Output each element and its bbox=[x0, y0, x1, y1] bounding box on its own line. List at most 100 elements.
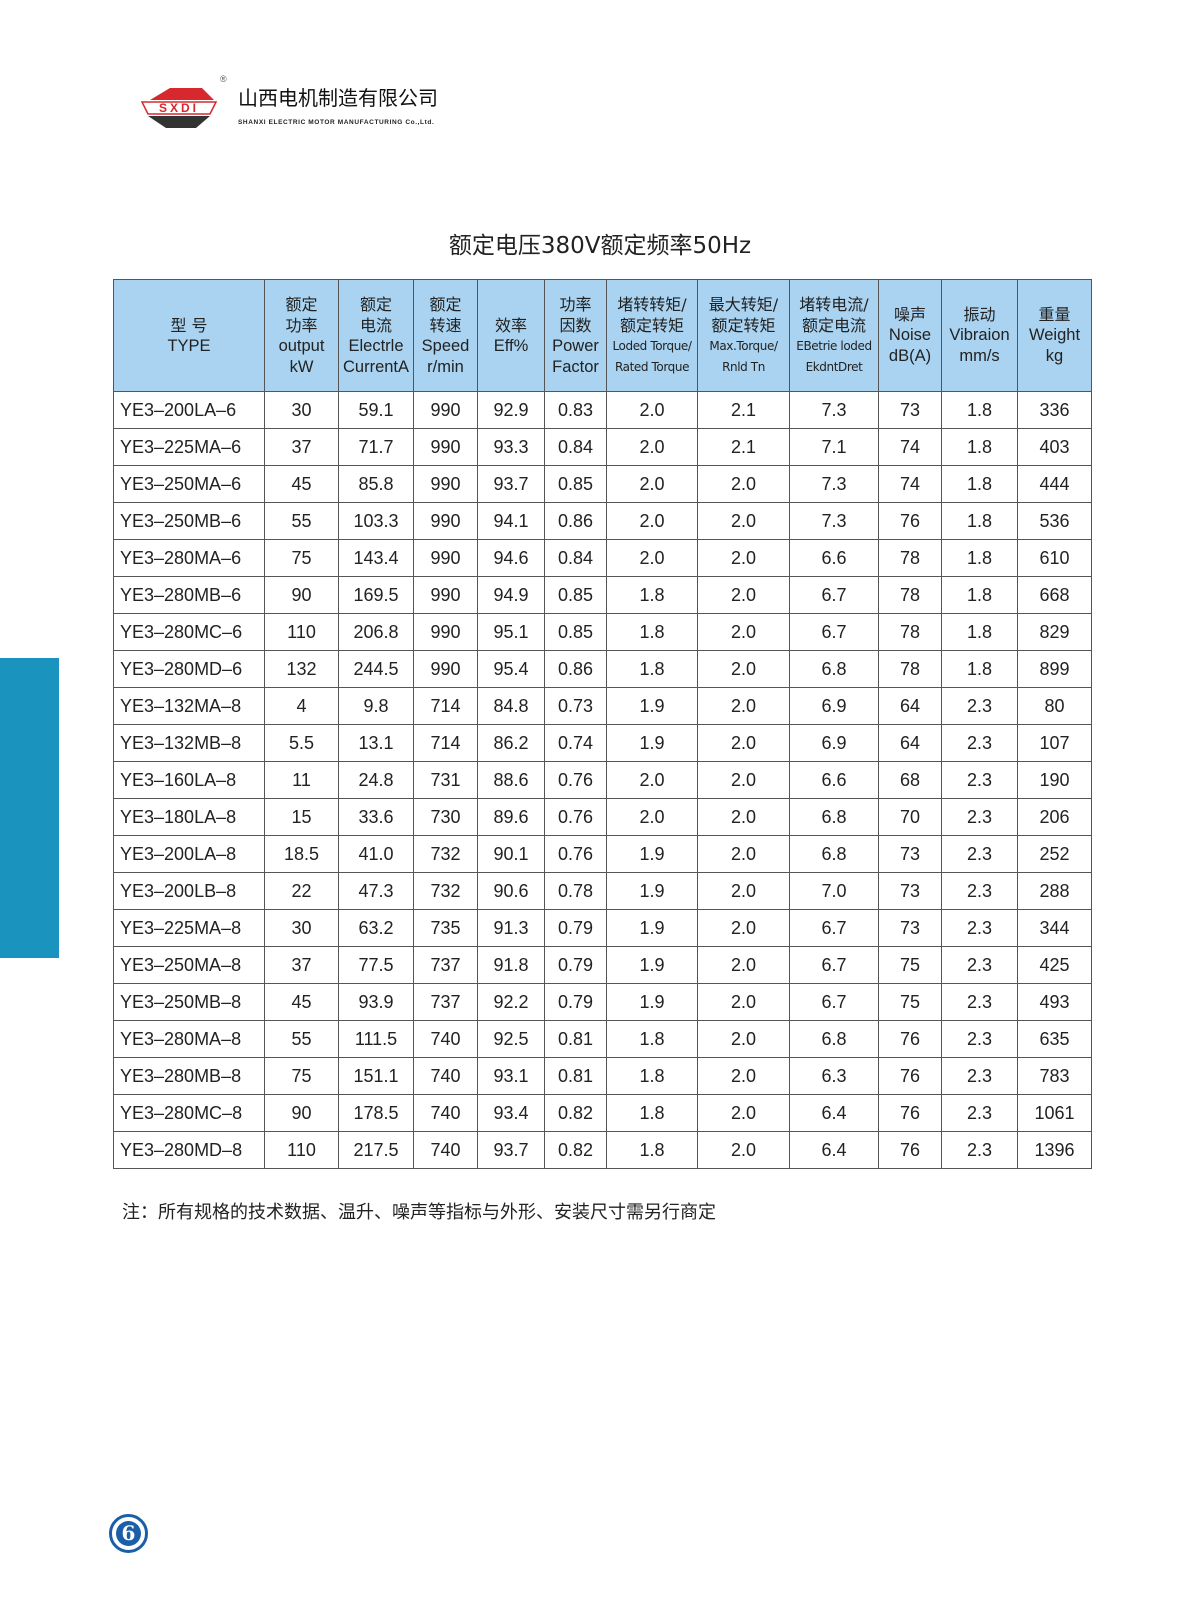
value-cell: 132 bbox=[264, 650, 339, 688]
value-cell: 93.7 bbox=[477, 465, 545, 503]
value-cell: 76 bbox=[878, 1057, 942, 1095]
value-cell: 990 bbox=[413, 428, 478, 466]
column-header-cn: 重量 bbox=[1038, 305, 1071, 324]
table-row: YE3–280MA–8 55 111.5 740 92.5 0.81 1.8 2.0 6.8 76… bbox=[113, 1020, 1092, 1058]
value-cell: 2.0 bbox=[697, 872, 790, 910]
value-cell: 178.5 bbox=[338, 1094, 414, 1132]
model-cell: YE3–280MB–8 bbox=[113, 1057, 265, 1095]
table-row: YE3–250MA–8 37 77.5 737 91.8 0.79 1.9 2.0 6.7 75 2… bbox=[113, 946, 1092, 984]
value-cell: 6.8 bbox=[789, 798, 879, 836]
value-cell: 990 bbox=[413, 465, 478, 503]
footnote: 注：所有规格的技术数据、温升、噪声等指标与外形、安装尺寸需另行商定 bbox=[122, 1202, 716, 1223]
column-header-en: Vibraion mm/s bbox=[949, 326, 1010, 365]
value-cell: 6.9 bbox=[789, 724, 879, 762]
value-cell: 63.2 bbox=[338, 909, 414, 947]
value-cell: 93.1 bbox=[477, 1057, 545, 1095]
model-cell: YE3–200LA–8 bbox=[113, 835, 265, 873]
value-cell: 78 bbox=[878, 613, 942, 651]
value-cell: 2.0 bbox=[697, 761, 790, 799]
value-cell: 829 bbox=[1017, 613, 1092, 651]
value-cell: 91.3 bbox=[477, 909, 545, 947]
value-cell: 75 bbox=[264, 1057, 339, 1095]
value-cell: 2.3 bbox=[941, 835, 1018, 873]
column-header: 效率 Eff% bbox=[477, 279, 545, 392]
column-header-cn: 功率 因数 bbox=[559, 294, 592, 335]
table-row: YE3–250MB–8 45 93.9 737 92.2 0.79 1.9 2.0 6.7 75 2… bbox=[113, 983, 1092, 1021]
value-cell: 2.0 bbox=[697, 1020, 790, 1058]
value-cell: 730 bbox=[413, 798, 478, 836]
value-cell: 6.4 bbox=[789, 1131, 879, 1169]
value-cell: 74 bbox=[878, 465, 942, 503]
value-cell: 1.8 bbox=[606, 613, 698, 651]
value-cell: 0.81 bbox=[544, 1020, 607, 1058]
value-cell: 2.0 bbox=[697, 650, 790, 688]
value-cell: 2.3 bbox=[941, 1057, 1018, 1095]
value-cell: 0.76 bbox=[544, 798, 607, 836]
value-cell: 91.8 bbox=[477, 946, 545, 984]
value-cell: 111.5 bbox=[338, 1020, 414, 1058]
value-cell: 85.8 bbox=[338, 465, 414, 503]
value-cell: 0.85 bbox=[544, 576, 607, 614]
value-cell: 6.8 bbox=[789, 835, 879, 873]
value-cell: 2.3 bbox=[941, 798, 1018, 836]
value-cell: 78 bbox=[878, 576, 942, 614]
model-cell: YE3–250MA–6 bbox=[113, 465, 265, 503]
value-cell: 344 bbox=[1017, 909, 1092, 947]
value-cell: 783 bbox=[1017, 1057, 1092, 1095]
value-cell: 2.1 bbox=[697, 391, 790, 429]
model-cell: YE3–280MD–8 bbox=[113, 1131, 265, 1169]
value-cell: 75 bbox=[878, 983, 942, 1021]
company-name-cn: 山西电机制造有限公司 bbox=[238, 86, 438, 110]
value-cell: 2.0 bbox=[697, 909, 790, 947]
value-cell: 75 bbox=[264, 539, 339, 577]
value-cell: 0.79 bbox=[544, 946, 607, 984]
column-header-cn: 效率 bbox=[494, 315, 527, 335]
value-cell: 0.85 bbox=[544, 613, 607, 651]
value-cell: 1.9 bbox=[606, 872, 698, 910]
value-cell: 1.9 bbox=[606, 724, 698, 762]
value-cell: 740 bbox=[413, 1131, 478, 1169]
column-header-cn: 最大转矩/ 额定转矩 bbox=[708, 294, 779, 335]
column-header-en: EBetrie loded EkdntDret bbox=[796, 338, 872, 374]
value-cell: 2.3 bbox=[941, 909, 1018, 947]
side-tab-marker bbox=[0, 658, 59, 958]
value-cell: 714 bbox=[413, 687, 478, 725]
value-cell: 75 bbox=[878, 946, 942, 984]
value-cell: 7.3 bbox=[789, 502, 879, 540]
value-cell: 37 bbox=[264, 946, 339, 984]
value-cell: 2.0 bbox=[697, 724, 790, 762]
value-cell: 110 bbox=[264, 1131, 339, 1169]
model-cell: YE3–280MD–6 bbox=[113, 650, 265, 688]
column-header: 振动 Vibraion mm/s bbox=[941, 279, 1018, 392]
value-cell: 6.7 bbox=[789, 576, 879, 614]
column-header-en: Eff% bbox=[493, 336, 529, 355]
value-cell: 252 bbox=[1017, 835, 1092, 873]
table-row: YE3–200LB–8 22 47.3 732 90.6 0.78 1.9 2.0 7.0 73 2… bbox=[113, 872, 1092, 910]
column-header-en: Noise dB(A) bbox=[888, 326, 932, 365]
value-cell: 90.1 bbox=[477, 835, 545, 873]
value-cell: 2.3 bbox=[941, 983, 1018, 1021]
value-cell: 88.6 bbox=[477, 761, 545, 799]
value-cell: 45 bbox=[264, 983, 339, 1021]
column-header: 最大转矩/ 额定转矩 Max.Torque/ Rnld Tn bbox=[697, 279, 790, 392]
column-header: 功率 因数 Power Factor bbox=[544, 279, 607, 392]
value-cell: 22 bbox=[264, 872, 339, 910]
value-cell: 18.5 bbox=[264, 835, 339, 873]
value-cell: 6.7 bbox=[789, 909, 879, 947]
value-cell: 737 bbox=[413, 946, 478, 984]
value-cell: 0.78 bbox=[544, 872, 607, 910]
value-cell: 1.9 bbox=[606, 946, 698, 984]
value-cell: 1061 bbox=[1017, 1094, 1092, 1132]
table-row: YE3–180LA–8 15 33.6 730 89.6 0.76 2.0 2.0 6.8 70 2… bbox=[113, 798, 1092, 836]
value-cell: 76 bbox=[878, 1131, 942, 1169]
column-header-cn: 堵转转矩/ 额定转矩 bbox=[617, 294, 687, 335]
value-cell: 11 bbox=[264, 761, 339, 799]
value-cell: 2.0 bbox=[606, 465, 698, 503]
value-cell: 41.0 bbox=[338, 835, 414, 873]
value-cell: 0.79 bbox=[544, 909, 607, 947]
value-cell: 1.8 bbox=[941, 502, 1018, 540]
value-cell: 45 bbox=[264, 465, 339, 503]
value-cell: 668 bbox=[1017, 576, 1092, 614]
model-cell: YE3–280MA–6 bbox=[113, 539, 265, 577]
column-header: 额定 转速 Speed r/min bbox=[413, 279, 478, 392]
